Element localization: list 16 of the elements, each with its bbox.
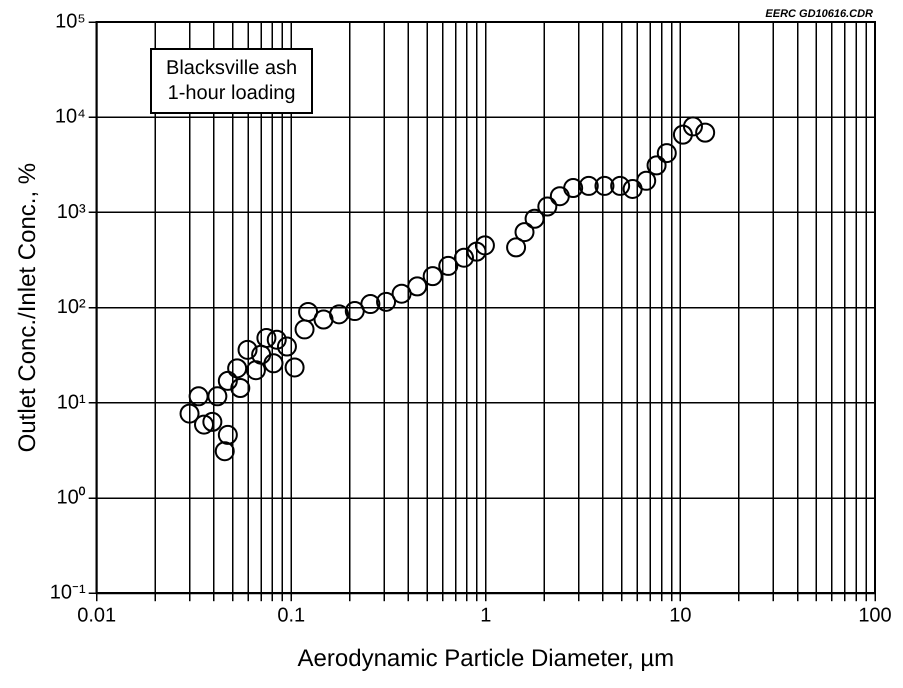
x-tick-label: 0.01 [77, 604, 116, 627]
x-tick-label: 10 [669, 604, 692, 627]
y-tick-label: 10¹ [56, 391, 86, 414]
y-axis-title: Outlet Conc./Inlet Conc., % [14, 162, 42, 452]
text: EERC GD10616.CDR [765, 8, 873, 20]
annotation: Blacksville ash 1-hour loading [150, 48, 314, 114]
x-axis-title: Aerodynamic Particle Diameter, µm [298, 645, 674, 672]
y-tick-label: 10⁻¹ [50, 582, 86, 604]
x-tick-label: 0.1 [277, 604, 306, 627]
y-tick-label: 10⁵ [55, 10, 86, 33]
y-tick-label: 10³ [56, 200, 86, 223]
x-tick-label: 100 [858, 604, 892, 627]
y-tick-label: 10⁰ [56, 486, 86, 509]
y-tick-label: 10⁴ [54, 106, 86, 128]
y-tick-label: 10² [56, 296, 86, 318]
x-tick-label: 1 [480, 604, 492, 627]
